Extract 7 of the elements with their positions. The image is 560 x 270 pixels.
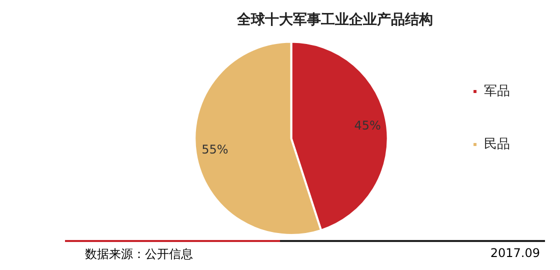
data-label: 55%: [202, 142, 228, 157]
legend-label: 军品: [484, 84, 510, 99]
chart-title: 全球十大军事工业企业产品结构: [236, 11, 433, 28]
text: 2017.09: [490, 246, 540, 260]
legend-label: 民品: [484, 136, 510, 152]
source-note: 数据来源：公开信息: [85, 246, 193, 263]
data-label: 45%: [354, 118, 381, 132]
